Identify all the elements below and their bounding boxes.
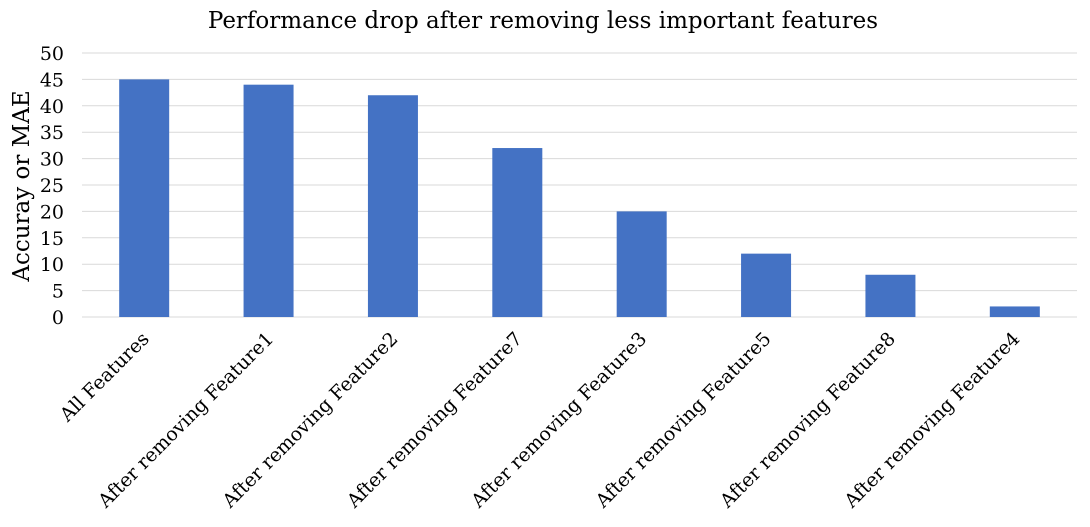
bar-1 — [119, 79, 170, 318]
bar-5 — [616, 211, 667, 317]
bar-3 — [367, 95, 418, 318]
y-tick-label: 20 — [40, 201, 64, 223]
y-tick-label: 5 — [52, 281, 64, 303]
y-axis-label: Accuray or MAE — [9, 90, 35, 282]
bar-4 — [492, 148, 543, 317]
bar-7 — [865, 274, 916, 317]
y-tick-label: 0 — [52, 307, 64, 329]
y-tick-label: 25 — [40, 175, 64, 197]
y-tick-label: 45 — [40, 69, 64, 91]
bars — [119, 79, 1040, 318]
y-tick-label: 40 — [40, 96, 64, 118]
y-tick-label: 30 — [40, 149, 64, 171]
bar-6 — [741, 253, 792, 317]
gridlines — [82, 52, 1077, 318]
x-tick-label: All Features — [55, 328, 154, 427]
y-tick-label: 35 — [40, 122, 64, 144]
y-axis-ticks: 0 5 10 15 20 25 30 35 40 45 50 — [40, 43, 64, 329]
bar-2 — [243, 84, 294, 318]
bar-8 — [989, 306, 1040, 317]
y-tick-label: 50 — [40, 43, 64, 65]
y-tick-label: 10 — [40, 254, 64, 276]
chart-title: Performance drop after removing less imp… — [208, 8, 878, 34]
y-tick-label: 15 — [40, 228, 64, 250]
